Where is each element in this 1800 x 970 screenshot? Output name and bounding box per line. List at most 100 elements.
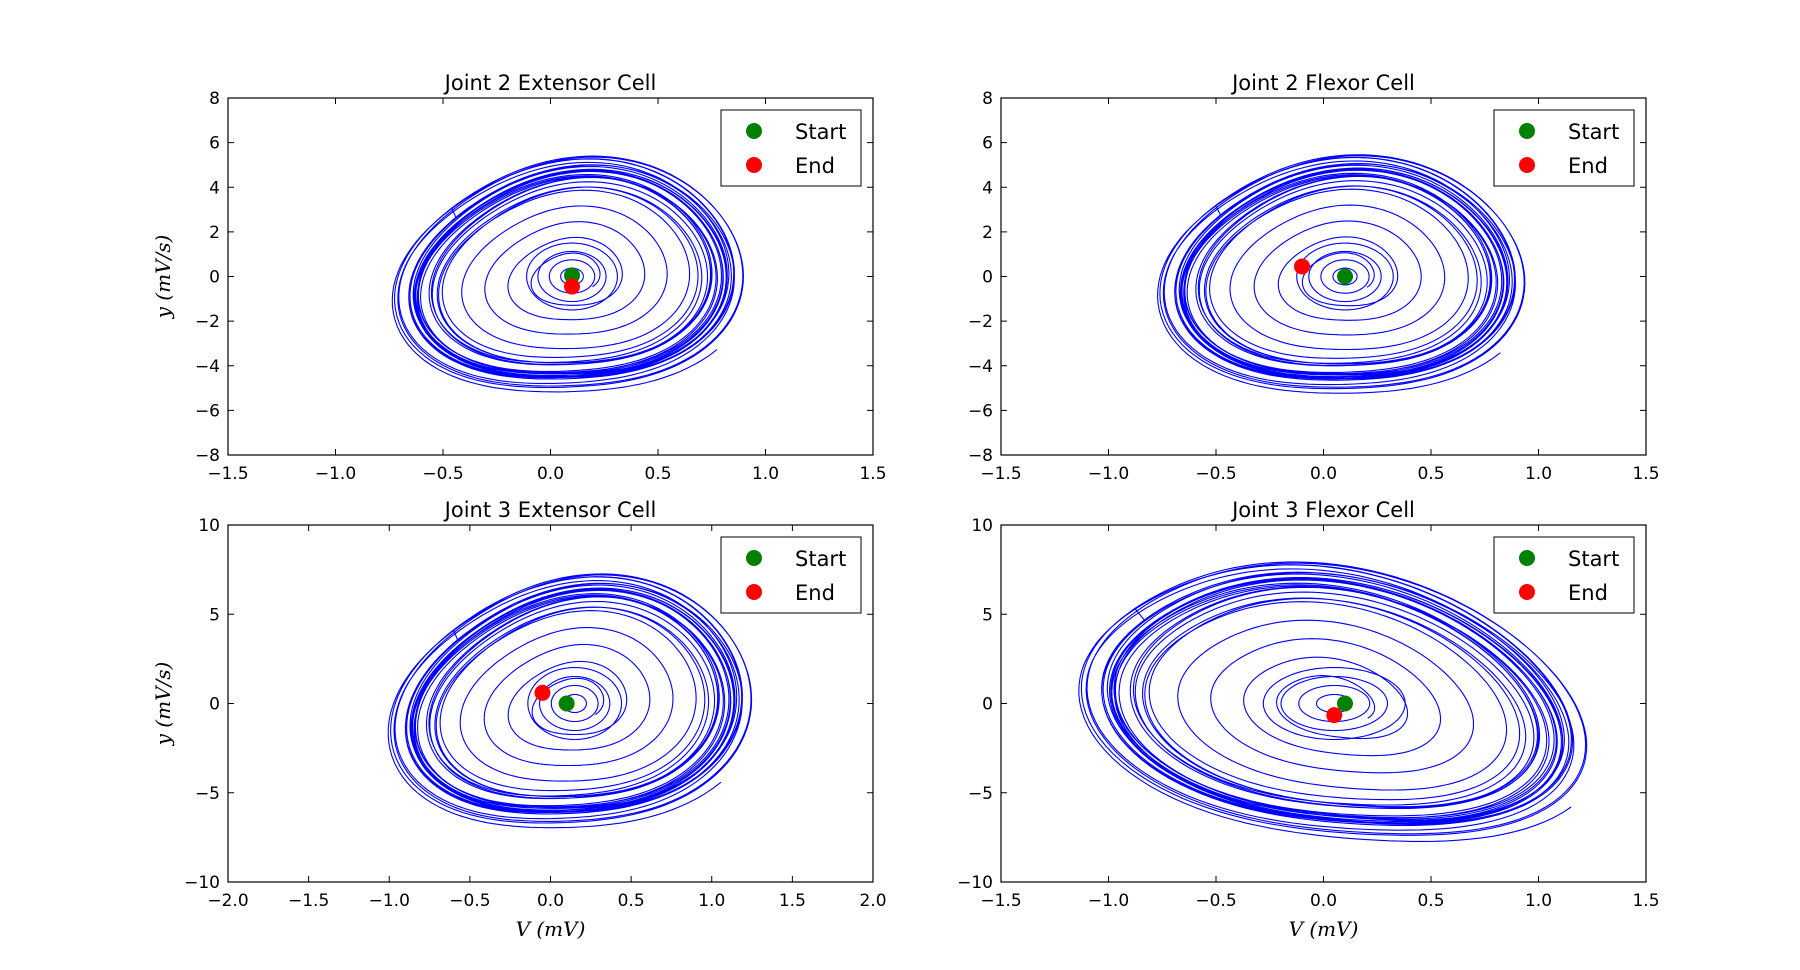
y-tick-label: 4 (209, 178, 220, 198)
start-legend-marker (1519, 550, 1535, 566)
x-tick-label: 1.0 (1525, 464, 1552, 484)
x-tick-label: −0.5 (422, 464, 463, 484)
legend-label: Start (1568, 120, 1619, 144)
y-tick-label: −2 (968, 312, 993, 332)
start-marker (1337, 695, 1353, 712)
y-tick-label: 6 (982, 134, 993, 154)
subplot-1: −1.5 −1.0 −0.5 0.0 0.5 1.0 1.5 −8 −6 −4 −2 0 2 4 6 8 Joi… (151, 71, 887, 484)
start-legend-marker (746, 550, 762, 566)
x-axis-label: V (mV) (1289, 917, 1359, 941)
x-tick-label: 1.0 (1525, 891, 1552, 911)
x-tick-label: 0.5 (1417, 891, 1444, 911)
start-legend-marker (1519, 123, 1535, 139)
y-tick-label: 10 (971, 516, 993, 536)
y-tick-label: 4 (982, 178, 993, 198)
y-tick-label: −2 (195, 312, 220, 332)
x-tick-label: 1.5 (1632, 891, 1659, 911)
y-tick-label: 2 (982, 223, 993, 243)
start-marker (558, 695, 575, 712)
subplot-title: Joint 3 Flexor Cell (1230, 498, 1415, 522)
x-tick-label: 1.0 (752, 464, 779, 484)
trajectory-line (1078, 561, 1588, 842)
legend-box (1493, 109, 1635, 187)
trajectory-line (391, 155, 744, 393)
end-legend-marker (746, 584, 762, 600)
trajectory-inner-loop (1262, 666, 1406, 741)
trajectory-inner-loop (1320, 259, 1370, 294)
x-tick-label: −1.0 (1088, 891, 1129, 911)
x-tick-label: −1.0 (369, 891, 410, 911)
x-tick-label: −1.0 (315, 464, 356, 484)
subplot-title: Joint 3 Extensor Cell (443, 498, 657, 522)
trajectory-inner-loop (1332, 267, 1358, 286)
trajectory-inner-loop (527, 666, 623, 741)
legend-label: End (795, 581, 835, 605)
x-tick-label: −1.5 (980, 464, 1021, 484)
legend: Start End (1493, 536, 1635, 614)
y-tick-label: 5 (209, 605, 220, 625)
y-axis-label: y (mV/s) (151, 235, 175, 320)
x-tick-label: 1.5 (859, 464, 886, 484)
legend-label: End (1568, 581, 1608, 605)
end-marker (1294, 258, 1310, 275)
legend-label: End (795, 154, 835, 178)
legend-label: Start (1568, 547, 1619, 571)
end-marker (564, 278, 580, 295)
x-tick-label: 0.0 (537, 891, 564, 911)
y-tick-label: −4 (195, 357, 220, 377)
subplot-title: Joint 2 Flexor Cell (1230, 71, 1415, 95)
legend-label: Start (795, 120, 846, 144)
x-tick-label: 0.0 (1310, 891, 1337, 911)
trajectory-inner-loop (550, 684, 599, 723)
x-tick-label: 1.5 (779, 891, 806, 911)
x-tick-label: 2.0 (859, 891, 886, 911)
trajectory-line (1157, 154, 1526, 394)
x-tick-label: −1.5 (980, 891, 1021, 911)
x-tick-label: 0.0 (537, 464, 564, 484)
x-axis-label: V (mV) (516, 917, 586, 941)
trajectory-inner-loop (1298, 684, 1371, 723)
end-marker (534, 684, 551, 701)
y-tick-label: 10 (198, 516, 220, 536)
x-tick-label: −1.5 (288, 891, 329, 911)
y-tick-label: 0 (982, 695, 993, 715)
trajectory-inner-loop (526, 242, 618, 311)
subplot-3: −2.0 −1.5 −1.0 −0.5 0.0 0.5 1.0 1.5 2.0 −10 −5 0 5 10… (151, 498, 887, 941)
y-tick-label: −10 (957, 873, 993, 893)
y-tick-label: 0 (209, 695, 220, 715)
start-marker (1337, 268, 1353, 285)
y-tick-label: 0 (209, 268, 220, 288)
y-tick-label: −5 (968, 784, 993, 804)
subplot-title: Joint 2 Extensor Cell (443, 71, 657, 95)
y-tick-label: 8 (982, 89, 993, 109)
trajectory-inner-loop (537, 250, 607, 303)
x-tick-label: 1.5 (1632, 464, 1659, 484)
legend-label: Start (795, 547, 846, 571)
x-tick-label: 0.0 (1310, 464, 1337, 484)
y-tick-label: −4 (968, 357, 993, 377)
x-tick-label: −0.5 (1195, 464, 1236, 484)
end-marker (1326, 707, 1343, 724)
y-tick-label: 6 (209, 134, 220, 154)
y-tick-label: 2 (209, 223, 220, 243)
legend: Start End (1493, 109, 1635, 187)
x-tick-label: −1.5 (207, 464, 248, 484)
x-tick-label: 0.5 (1417, 464, 1444, 484)
y-tick-label: −10 (184, 873, 220, 893)
y-tick-label: −6 (968, 401, 993, 421)
start-legend-marker (746, 123, 762, 139)
y-tick-label: −8 (195, 446, 220, 466)
trajectory-inner-loop (539, 675, 611, 732)
legend: Start End (720, 109, 862, 187)
x-tick-label: 0.5 (618, 891, 645, 911)
trajectory-inner-loop (548, 259, 596, 294)
y-tick-label: 8 (209, 89, 220, 109)
trajectory-line (387, 573, 753, 829)
x-tick-label: 0.5 (644, 464, 671, 484)
y-tick-label: −5 (195, 784, 220, 804)
subplot-2: −1.5 −1.0 −0.5 0.0 0.5 1.0 1.5 −8 −6 −4 −2 0 2 4 6 8 Joi… (968, 71, 1660, 484)
legend-label: End (1568, 154, 1608, 178)
x-tick-label: −0.5 (449, 891, 490, 911)
